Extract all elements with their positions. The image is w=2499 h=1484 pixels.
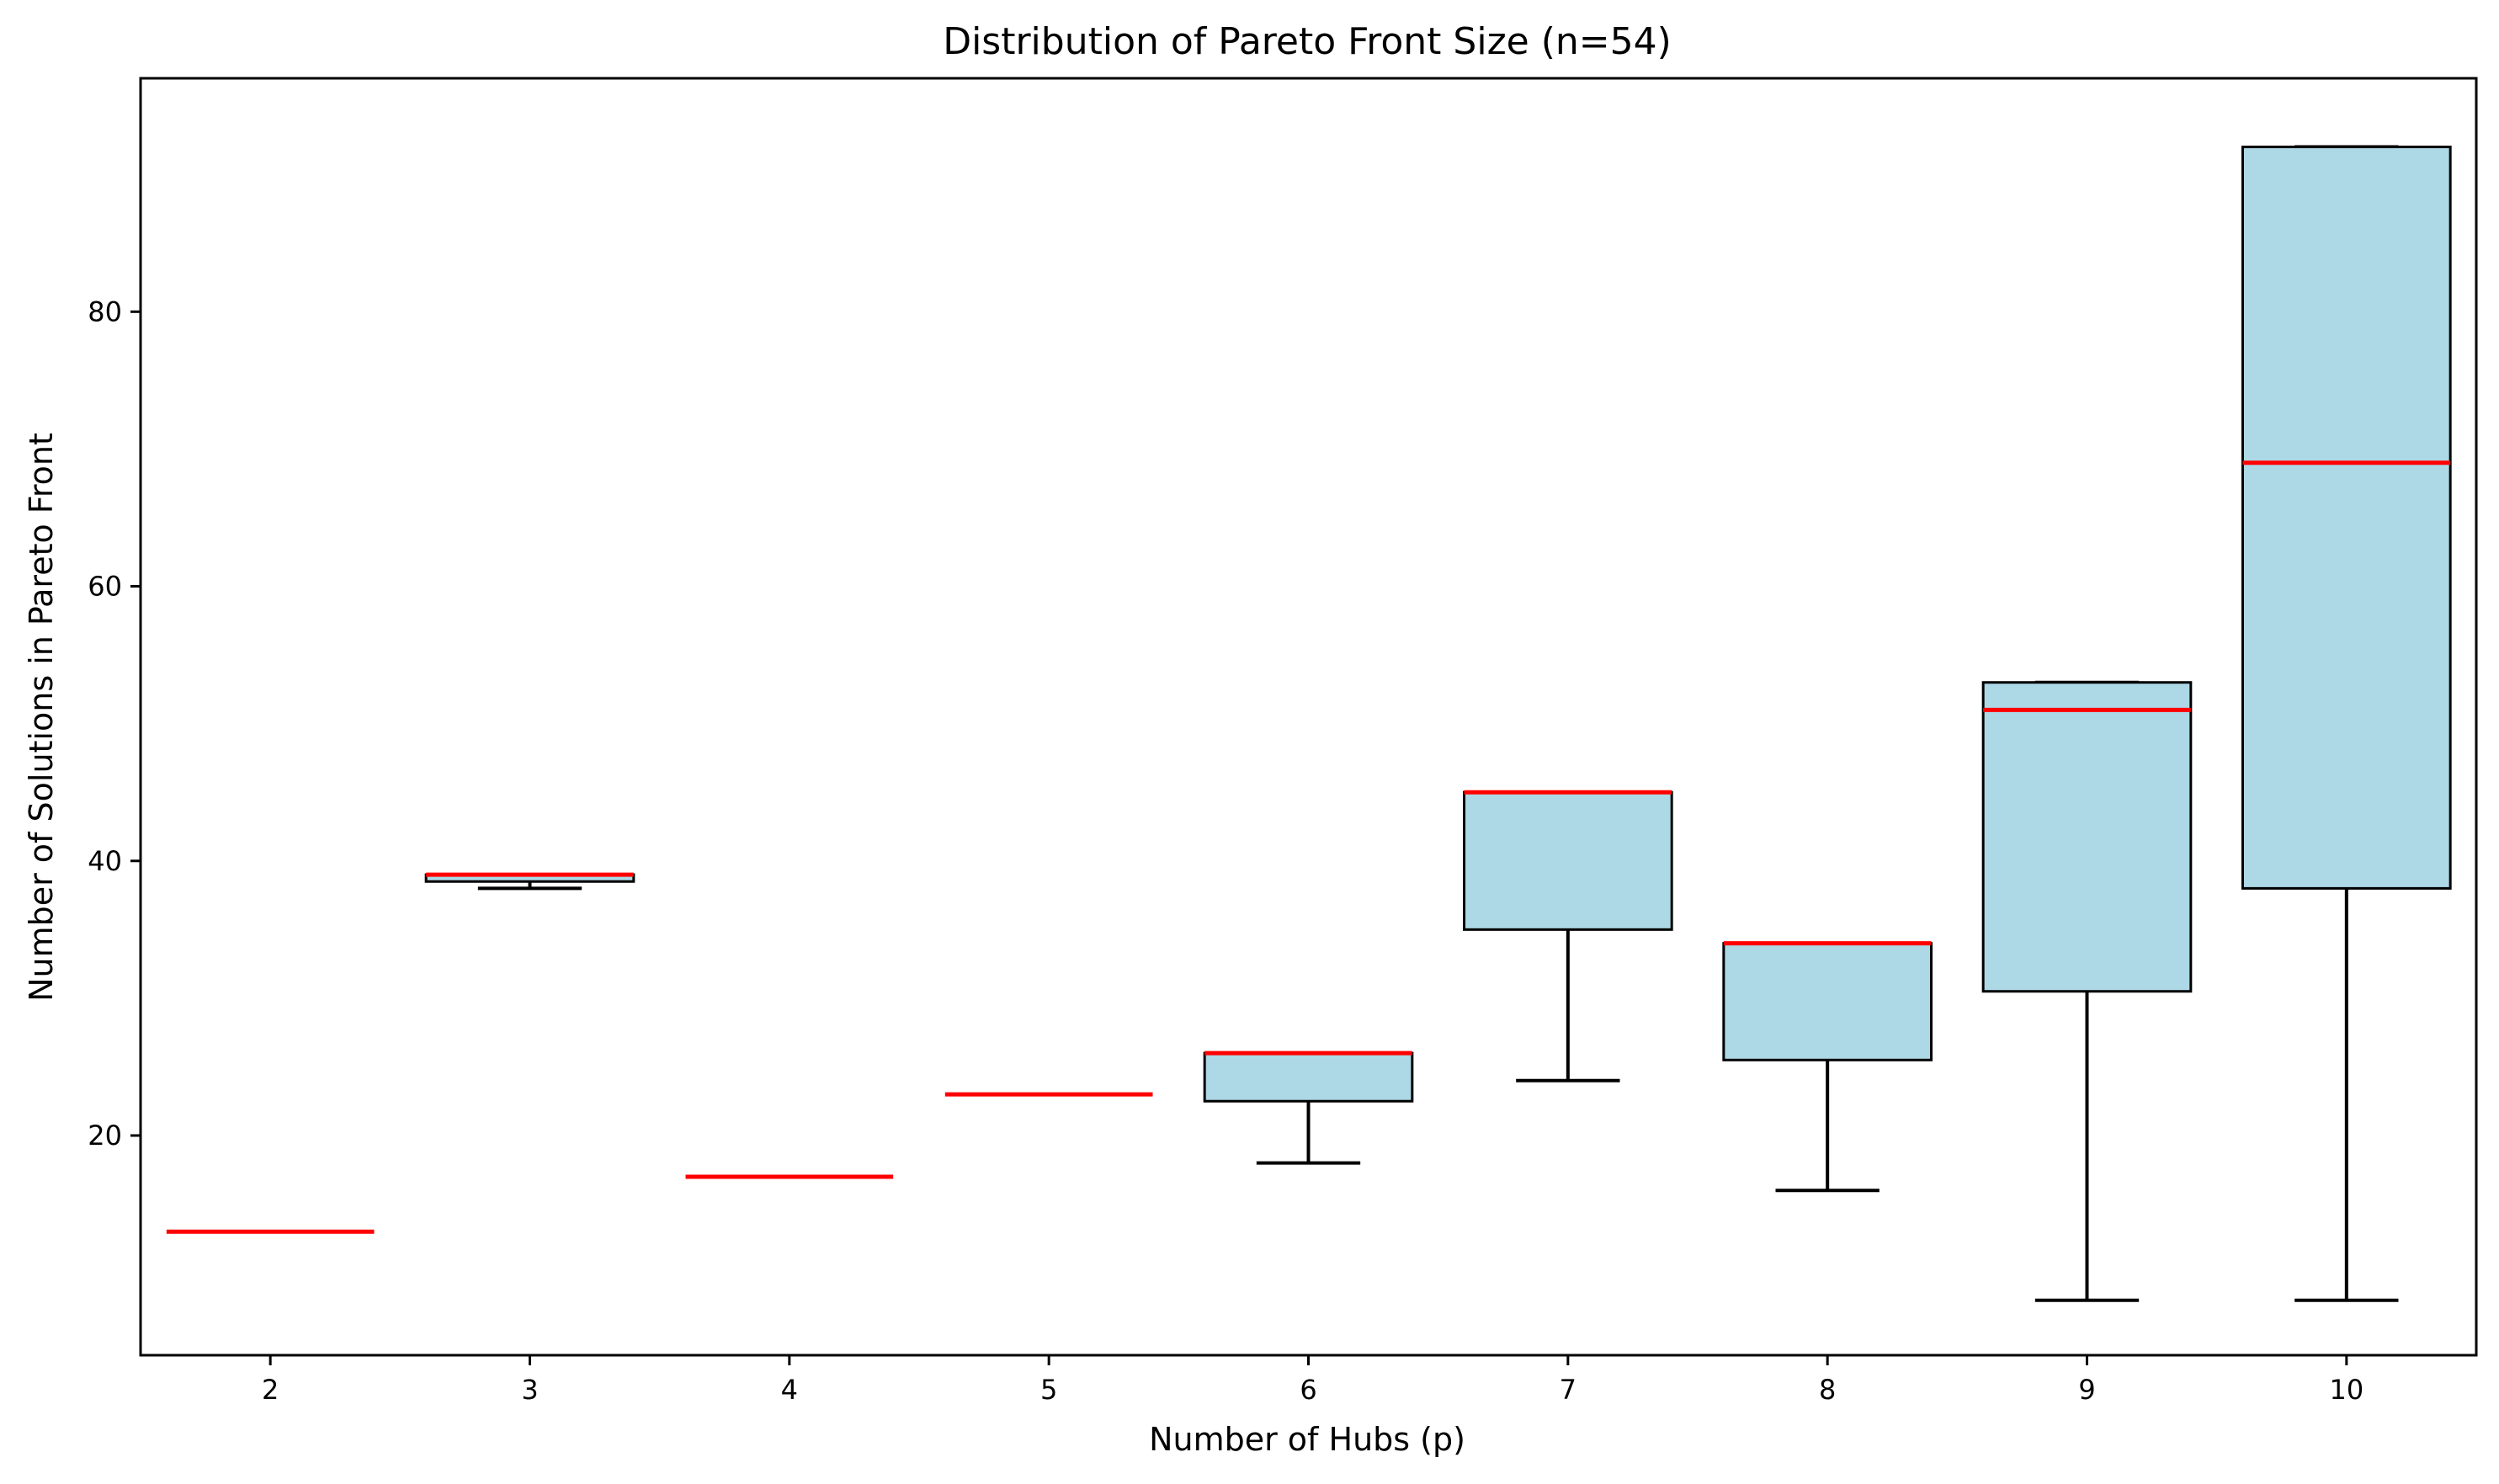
x-tick-label-3: 3 (521, 1374, 538, 1406)
x-tick-label-2: 2 (262, 1374, 279, 1406)
x-axis-label: Number of Hubs (p) (1149, 1421, 1465, 1458)
x-tick-label-10: 10 (2329, 1374, 2363, 1406)
y-tick-label-60: 60 (88, 571, 122, 603)
y-axis: 20 40 60 80 (88, 295, 141, 1152)
box-group-6 (1203, 1051, 1414, 1165)
box-group-7 (1463, 790, 1673, 1082)
boxes-layer (166, 145, 2452, 1302)
x-tick-label-8: 8 (1819, 1374, 1836, 1406)
box-7 (1463, 790, 1673, 931)
box-6 (1203, 1051, 1414, 1103)
box-9 (1981, 681, 2193, 993)
box-group-9 (1981, 680, 2193, 1302)
x-axis: 2 3 4 5 6 7 8 9 10 (262, 1355, 2363, 1406)
y-tick-label-40: 40 (88, 845, 122, 877)
box-group-8 (1722, 941, 1933, 1193)
box-8 (1722, 942, 1933, 1061)
x-tick-label-4: 4 (781, 1374, 798, 1406)
y-tick-label-80: 80 (88, 295, 122, 327)
x-tick-label-9: 9 (2078, 1374, 2095, 1406)
x-tick-label-5: 5 (1040, 1374, 1057, 1406)
y-axis-label: Number of Solutions in Pareto Front (23, 433, 60, 1002)
chart-title: Distribution of Pareto Front Size (n=54) (943, 20, 1672, 63)
x-tick-label-7: 7 (1560, 1374, 1576, 1406)
y-tick-label-20: 20 (88, 1120, 122, 1152)
box-group-3 (424, 872, 635, 891)
x-tick-label-6: 6 (1300, 1374, 1316, 1406)
box-group-10 (2241, 145, 2452, 1302)
box-10 (2241, 146, 2452, 890)
